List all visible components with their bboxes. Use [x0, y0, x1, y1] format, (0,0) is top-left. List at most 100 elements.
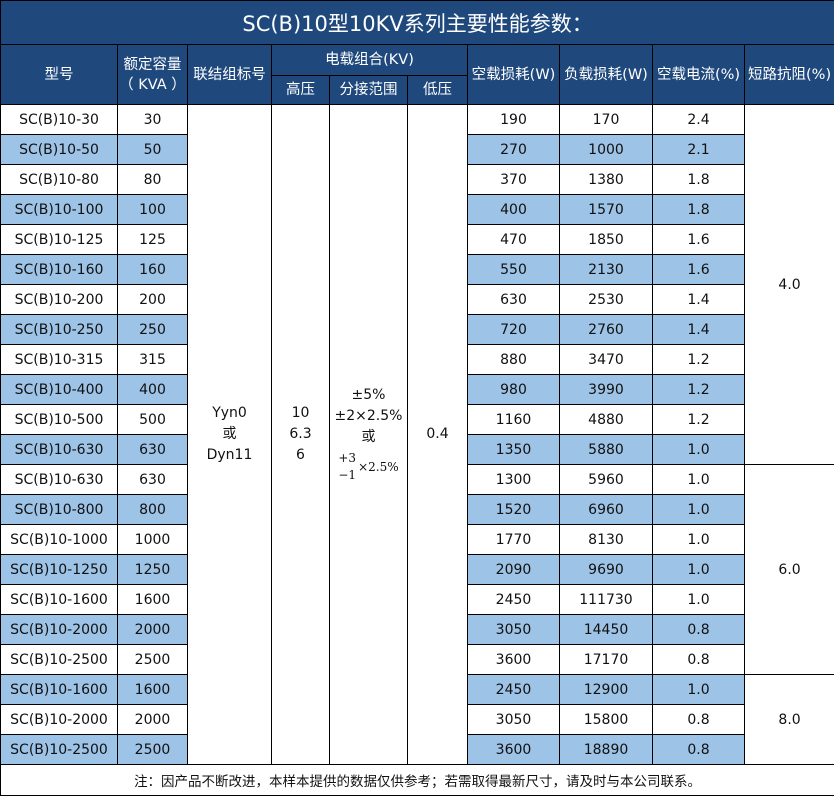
no-load-loss-cell: 3050	[468, 705, 560, 735]
load-loss-cell: 1380	[560, 165, 653, 195]
no-load-loss-cell: 470	[468, 225, 560, 255]
no-load-current-cell: 1.0	[653, 435, 745, 465]
no-load-current-cell: 0.8	[653, 735, 745, 765]
no-load-current-cell: 1.2	[653, 375, 745, 405]
tap-range-cell: ±5%±2×2.5%或+3−1×2.5%	[330, 105, 408, 765]
capacity-cell: 500	[118, 405, 188, 435]
impedance-cell: 4.0	[745, 105, 834, 465]
capacity-cell: 1600	[118, 675, 188, 705]
load-loss-cell: 8130	[560, 525, 653, 555]
capacity-cell: 1000	[118, 525, 188, 555]
load-loss-cell: 2530	[560, 285, 653, 315]
load-loss-cell: 3470	[560, 345, 653, 375]
no-load-current-cell: 0.8	[653, 705, 745, 735]
model-cell: SC(B)10-30	[1, 105, 118, 135]
capacity-cell: 630	[118, 435, 188, 465]
load-loss-cell: 1850	[560, 225, 653, 255]
no-load-current-cell: 1.0	[653, 465, 745, 495]
no-load-loss-cell: 1300	[468, 465, 560, 495]
no-load-loss-cell: 1520	[468, 495, 560, 525]
header-voltage-group: 电载组合(KV)	[272, 45, 468, 76]
load-loss-cell: 12900	[560, 675, 653, 705]
model-cell: SC(B)10-1600	[1, 675, 118, 705]
no-load-loss-cell: 2090	[468, 555, 560, 585]
capacity-cell: 200	[118, 285, 188, 315]
model-cell: SC(B)10-2500	[1, 645, 118, 675]
no-load-current-cell: 1.8	[653, 165, 745, 195]
model-cell: SC(B)10-2000	[1, 705, 118, 735]
no-load-current-cell: 1.0	[653, 525, 745, 555]
capacity-cell: 125	[118, 225, 188, 255]
load-loss-cell: 170	[560, 105, 653, 135]
model-cell: SC(B)10-125	[1, 225, 118, 255]
capacity-cell: 2000	[118, 705, 188, 735]
header-no-load-current: 空载电流(%)	[653, 45, 745, 105]
load-loss-cell: 111730	[560, 585, 653, 615]
load-loss-cell: 1000	[560, 135, 653, 165]
no-load-current-cell: 1.6	[653, 225, 745, 255]
header-capacity: 额定容量（ KVA ）	[118, 45, 188, 105]
capacity-cell: 800	[118, 495, 188, 525]
no-load-current-cell: 1.6	[653, 255, 745, 285]
model-cell: SC(B)10-630	[1, 435, 118, 465]
no-load-current-cell: 1.8	[653, 195, 745, 225]
no-load-current-cell: 1.2	[653, 345, 745, 375]
model-cell: SC(B)10-1000	[1, 525, 118, 555]
model-cell: SC(B)10-200	[1, 285, 118, 315]
capacity-cell: 250	[118, 315, 188, 345]
no-load-current-cell: 1.0	[653, 495, 745, 525]
no-load-current-cell: 2.4	[653, 105, 745, 135]
impedance-cell: 8.0	[745, 675, 834, 765]
header-model: 型号	[1, 45, 118, 105]
no-load-current-cell: 1.0	[653, 675, 745, 705]
header-load-loss: 负载损耗(W)	[560, 45, 653, 105]
no-load-loss-cell: 190	[468, 105, 560, 135]
no-load-loss-cell: 1160	[468, 405, 560, 435]
low-voltage-cell: 0.4	[408, 105, 468, 765]
tap-alt-formula: +3−1×2.5%	[338, 450, 398, 484]
capacity-cell: 1600	[118, 585, 188, 615]
no-load-current-cell: 1.4	[653, 315, 745, 345]
capacity-cell: 1250	[118, 555, 188, 585]
model-cell: SC(B)10-2000	[1, 615, 118, 645]
no-load-loss-cell: 3050	[468, 615, 560, 645]
load-loss-cell: 18890	[560, 735, 653, 765]
model-cell: SC(B)10-80	[1, 165, 118, 195]
no-load-loss-cell: 2450	[468, 585, 560, 615]
no-load-current-cell: 1.0	[653, 555, 745, 585]
capacity-cell: 2500	[118, 645, 188, 675]
model-cell: SC(B)10-500	[1, 405, 118, 435]
load-loss-cell: 17170	[560, 645, 653, 675]
load-loss-cell: 5960	[560, 465, 653, 495]
no-load-current-cell: 1.4	[653, 285, 745, 315]
capacity-cell: 400	[118, 375, 188, 405]
no-load-loss-cell: 720	[468, 315, 560, 345]
header-no-load-loss: 空载损耗(W)	[468, 45, 560, 105]
impedance-cell: 6.0	[745, 465, 834, 675]
load-loss-cell: 6960	[560, 495, 653, 525]
footer-note: 注：因产品不断改进，本样本提供的数据仅供参考；若需取得最新尺寸，请及时与本公司联…	[1, 765, 834, 796]
table-title: SC(B)10型10KV系列主要性能参数：	[1, 1, 834, 45]
load-loss-cell: 3990	[560, 375, 653, 405]
capacity-cell: 160	[118, 255, 188, 285]
load-loss-cell: 2130	[560, 255, 653, 285]
model-cell: SC(B)10-630	[1, 465, 118, 495]
load-loss-cell: 14450	[560, 615, 653, 645]
header-low-voltage: 低压	[408, 76, 468, 105]
no-load-loss-cell: 1770	[468, 525, 560, 555]
no-load-current-cell: 0.8	[653, 615, 745, 645]
no-load-loss-cell: 270	[468, 135, 560, 165]
model-cell: SC(B)10-100	[1, 195, 118, 225]
no-load-loss-cell: 400	[468, 195, 560, 225]
capacity-cell: 50	[118, 135, 188, 165]
model-cell: SC(B)10-400	[1, 375, 118, 405]
load-loss-cell: 1570	[560, 195, 653, 225]
load-loss-cell: 15800	[560, 705, 653, 735]
load-loss-cell: 5880	[560, 435, 653, 465]
no-load-loss-cell: 3600	[468, 735, 560, 765]
header-tap-range: 分接范围	[330, 76, 408, 105]
model-cell: SC(B)10-250	[1, 315, 118, 345]
